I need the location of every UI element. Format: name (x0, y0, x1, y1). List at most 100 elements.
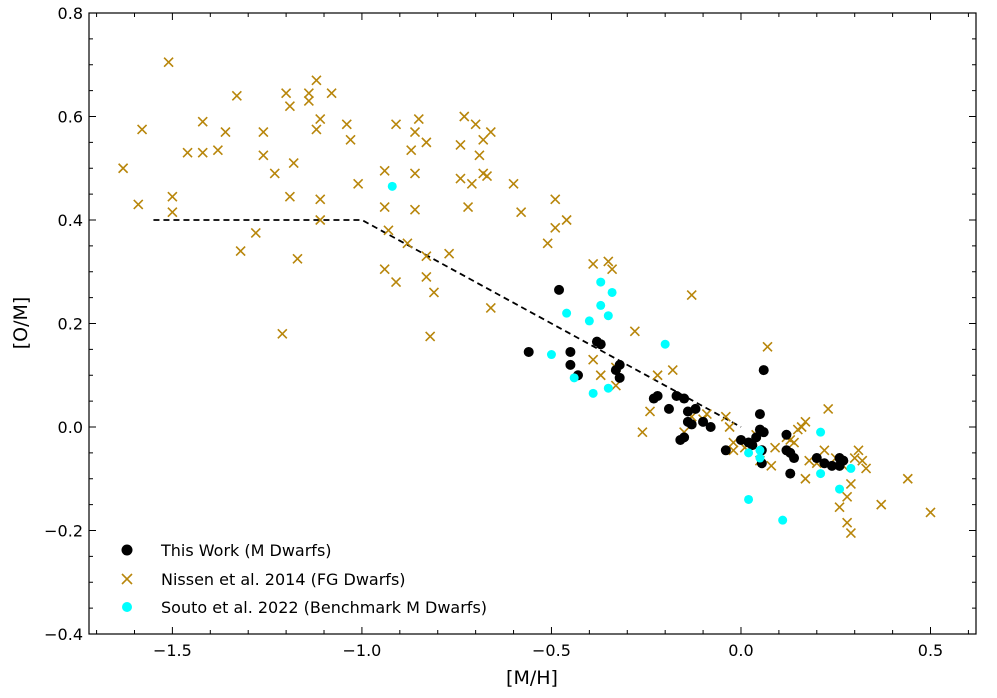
souto-point (603, 311, 613, 321)
this-work-point (747, 440, 758, 451)
nissen-point (720, 411, 731, 422)
nissen-point (444, 248, 455, 259)
nissen-point (281, 88, 292, 99)
y-tick-label: 0.4 (58, 211, 83, 230)
nissen-point (390, 277, 402, 288)
nissen-point (409, 126, 421, 138)
nissen-point (288, 158, 299, 169)
y-tick-label: −0.2 (44, 522, 83, 541)
nissen-point (277, 328, 288, 339)
this-work-point (595, 339, 606, 350)
axis-ticks: −1.5 −1.0 −0.5 0.0 0.5 −0.4 −0.2 0.0 0.2 0.4 0.6 0.… (44, 4, 976, 660)
nissen-point (667, 365, 678, 376)
nissen-point (728, 445, 739, 456)
nissen-point (455, 173, 466, 184)
nissen-point (167, 207, 178, 218)
y-tick-label: 0.8 (58, 4, 83, 23)
legend-entry-nissen: Nissen et al. 2014 (FG Dwarfs) (121, 570, 406, 589)
nissen-point (353, 178, 364, 189)
y-tick-label: −0.4 (44, 625, 83, 644)
souto-point (584, 316, 594, 326)
nissen-point (842, 491, 853, 502)
nissen-point (315, 214, 326, 226)
souto-point (755, 453, 765, 463)
nissen-point (485, 302, 496, 314)
souto-point (846, 463, 856, 473)
nissen-point (481, 170, 493, 182)
legend: This Work (M Dwarfs) Nissen et al. 2014 … (121, 541, 487, 617)
nissen-point (455, 139, 466, 151)
y-axis-label: [O/M] (10, 297, 32, 350)
nissen-point (118, 163, 129, 174)
this-work-point (690, 403, 701, 414)
this-work-point (679, 432, 690, 443)
nissen-point (842, 517, 853, 528)
nissen-point (770, 442, 781, 453)
nissen-point (292, 253, 303, 264)
legend-marker-this-work (121, 544, 133, 556)
this-work-point (819, 458, 830, 469)
this-work-point (826, 460, 837, 471)
nissen-point (595, 370, 606, 381)
souto-point (816, 427, 826, 437)
nissen-point (182, 147, 193, 158)
nissen-point (845, 528, 856, 539)
nissen-point (303, 88, 314, 99)
y-tick-label: 0.2 (58, 315, 83, 334)
this-work-point (652, 390, 663, 401)
nissen-point (766, 460, 777, 471)
x-tick-label: 0.0 (728, 641, 753, 660)
this-work-point (614, 359, 625, 370)
legend-label-nissen: Nissen et al. 2014 (FG Dwarfs) (161, 570, 406, 589)
this-work-point (686, 419, 697, 430)
souto-point (603, 383, 613, 393)
nissen-point (197, 116, 208, 127)
nissen-point (857, 455, 868, 466)
nissen-point (379, 165, 390, 176)
nissen-point (788, 437, 800, 448)
nissen-point (235, 245, 246, 257)
x-tick-label: −0.5 (532, 641, 571, 660)
nissen-point (823, 403, 834, 414)
this-work-point (682, 406, 693, 417)
nissen-point (516, 207, 527, 218)
nissen-point (409, 204, 421, 215)
nissen-point (561, 214, 572, 226)
nissen-point (379, 264, 390, 275)
nissen-point (402, 238, 413, 249)
legend-marker-souto (122, 602, 132, 612)
nissen-point (542, 238, 553, 249)
nissen-point (133, 199, 144, 210)
nissen-point (588, 258, 599, 270)
this-work-point (679, 393, 690, 404)
this-work-point (781, 429, 792, 440)
nissen-point (406, 145, 417, 156)
nissen-point (311, 124, 322, 135)
nissen-point (853, 445, 864, 456)
souto-point (607, 287, 617, 297)
this-work-point (811, 453, 822, 464)
x-tick-label: 0.5 (918, 641, 943, 660)
nissen-point (163, 57, 174, 68)
this-work-point (735, 434, 746, 445)
nissen-point (379, 201, 390, 213)
nissen-point (603, 256, 614, 267)
nissen-point (861, 463, 872, 474)
this-work-point (614, 372, 625, 383)
nissen-point (462, 201, 474, 213)
x-tick-label: −1.5 (153, 641, 192, 660)
this-work-point (671, 390, 682, 401)
nissen-point (819, 445, 830, 456)
nissen-point (459, 111, 470, 122)
nissen-point (637, 427, 648, 438)
this-work-point (698, 416, 709, 427)
nissen-point (315, 114, 326, 125)
nissen-point (428, 287, 440, 298)
nissen-point (284, 101, 295, 112)
nissen-point (341, 119, 352, 130)
nissen-point (644, 406, 656, 417)
this-work-point (758, 365, 769, 376)
nissen-point (800, 473, 811, 484)
nissen-point (167, 191, 178, 202)
souto-point (778, 515, 788, 525)
